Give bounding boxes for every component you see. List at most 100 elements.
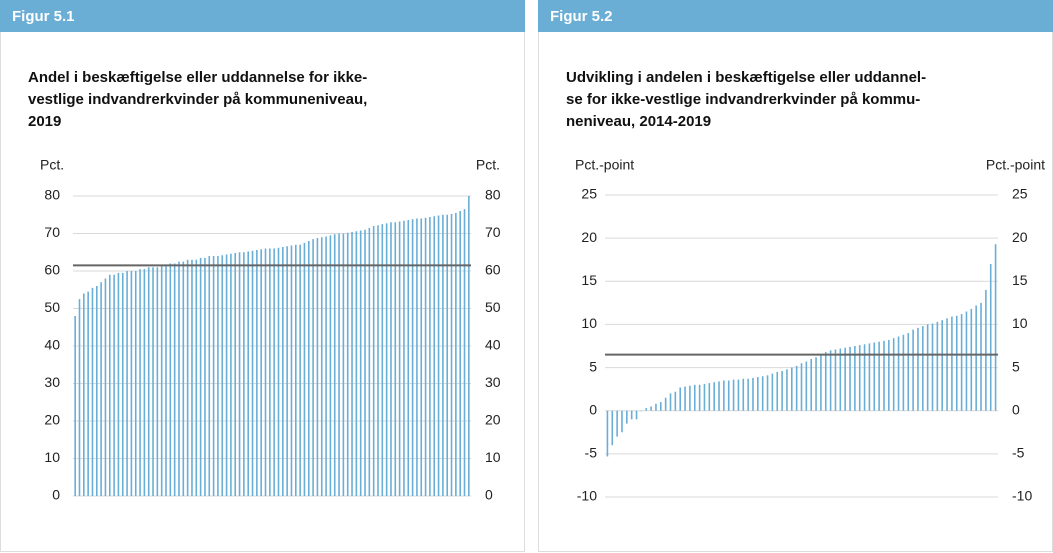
bar: [381, 224, 384, 496]
bar: [182, 261, 185, 496]
bar: [372, 226, 375, 496]
bar: [844, 347, 846, 411]
bar: [795, 365, 798, 411]
bar: [980, 302, 982, 411]
bar: [742, 378, 745, 411]
y-tick-label: 0: [485, 487, 493, 503]
bar: [669, 393, 672, 411]
bar: [912, 329, 914, 411]
bar: [468, 196, 470, 496]
y-tick-label: 0: [52, 487, 60, 503]
bar: [640, 410, 643, 412]
bar: [121, 272, 124, 496]
bar: [204, 257, 206, 496]
bar: [346, 232, 349, 496]
bar: [351, 232, 353, 496]
y-tick-label: 10: [44, 449, 60, 465]
bar: [398, 221, 401, 496]
bar: [169, 263, 172, 496]
bar: [800, 363, 803, 411]
bar: [655, 403, 657, 411]
bar: [951, 316, 953, 411]
bar: [727, 380, 730, 411]
bar: [834, 349, 837, 411]
bar: [260, 249, 262, 496]
bar: [606, 410, 609, 457]
bar: [771, 373, 774, 411]
bar: [264, 248, 267, 496]
y-tick-label: 0: [589, 401, 597, 417]
bar: [429, 217, 431, 496]
bar: [320, 237, 323, 496]
bar: [394, 222, 397, 496]
y-tick-label: -5: [585, 445, 598, 461]
bar: [385, 223, 388, 496]
figure-label: Figur 5.1: [12, 8, 75, 25]
bar: [113, 274, 115, 496]
bar: [805, 361, 808, 411]
bar: [442, 214, 444, 496]
bar: [230, 253, 232, 496]
y-axis-label: Pct.-point: [575, 157, 634, 173]
bar: [450, 214, 453, 496]
bar: [282, 247, 284, 496]
bar: [786, 369, 788, 411]
bar: [338, 233, 340, 496]
bar: [975, 305, 977, 411]
bar: [307, 241, 310, 496]
bar: [156, 267, 159, 496]
bar: [269, 248, 271, 496]
bar: [616, 410, 618, 437]
chart-title: vestlige indvandrerkvinder på kommuneniv…: [28, 91, 367, 108]
bar: [839, 348, 842, 411]
y-tick-label: 25: [1012, 186, 1028, 202]
bar: [87, 291, 89, 496]
bar: [892, 338, 895, 411]
bar: [256, 250, 258, 496]
bar: [757, 377, 759, 411]
y-axis-label: Pct.-point: [986, 157, 1045, 173]
y-tick-label: 25: [581, 186, 597, 202]
bar: [390, 222, 392, 496]
bar: [883, 340, 885, 411]
bar: [732, 379, 735, 411]
bar: [917, 327, 919, 411]
y-tick-label: 0: [1012, 401, 1020, 417]
bar: [698, 384, 701, 411]
bar: [152, 267, 154, 496]
bar: [713, 382, 715, 411]
y-tick-label: -10: [1012, 488, 1032, 504]
bar: [790, 367, 793, 411]
bar: [645, 408, 648, 411]
bar: [333, 234, 336, 496]
bar: [674, 391, 677, 411]
y-tick-label: 80: [485, 187, 501, 203]
chart-title: Andel i beskæftigelse eller uddannelse f…: [28, 69, 367, 86]
bar: [664, 397, 667, 411]
y-tick-label: -10: [577, 488, 597, 504]
y-tick-label: 20: [1012, 229, 1028, 245]
bar: [941, 320, 944, 411]
bar: [195, 259, 198, 496]
bar: [703, 383, 706, 411]
bar: [766, 375, 769, 411]
figure-label: Figur 5.2: [550, 8, 613, 25]
bar: [650, 406, 652, 411]
bar: [994, 244, 997, 411]
y-tick-label: 20: [44, 412, 60, 428]
bar: [946, 318, 948, 411]
bar: [368, 227, 371, 496]
bar: [299, 244, 301, 496]
bar: [364, 229, 366, 496]
bar: [810, 358, 813, 411]
bar: [143, 269, 146, 496]
bar: [955, 315, 958, 411]
bar: [459, 211, 461, 496]
bar: [273, 248, 275, 496]
bar: [635, 410, 638, 420]
y-tick-label: 30: [44, 374, 60, 390]
bar: [455, 212, 457, 496]
bar: [411, 219, 414, 496]
bar: [312, 239, 314, 496]
